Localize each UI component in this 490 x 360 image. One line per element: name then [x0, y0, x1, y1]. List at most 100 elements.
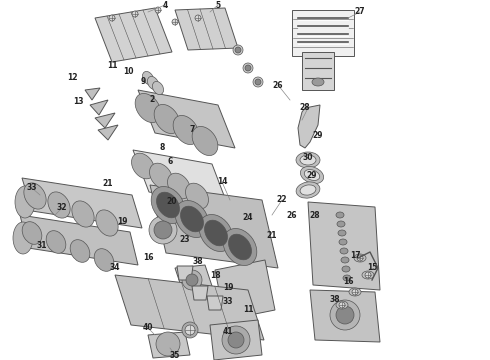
Polygon shape [192, 286, 208, 300]
Text: 16: 16 [143, 253, 153, 262]
Circle shape [149, 216, 177, 244]
Text: 28: 28 [310, 211, 320, 220]
Text: 29: 29 [313, 130, 323, 139]
Ellipse shape [362, 271, 374, 279]
Text: 19: 19 [223, 284, 233, 292]
Circle shape [132, 11, 138, 17]
Ellipse shape [337, 221, 345, 227]
Text: 18: 18 [210, 270, 220, 279]
Ellipse shape [204, 220, 227, 246]
Ellipse shape [342, 266, 350, 272]
Circle shape [365, 272, 371, 278]
Ellipse shape [223, 229, 257, 266]
Circle shape [195, 15, 201, 21]
Bar [302, 52, 334, 90]
Ellipse shape [131, 153, 154, 179]
Polygon shape [150, 185, 278, 268]
Text: 6: 6 [168, 158, 172, 166]
Circle shape [185, 325, 195, 335]
Text: 30: 30 [303, 153, 313, 162]
Text: 27: 27 [355, 8, 366, 17]
Polygon shape [308, 202, 380, 290]
Polygon shape [133, 150, 228, 206]
Circle shape [154, 221, 172, 239]
Ellipse shape [151, 186, 185, 224]
Polygon shape [207, 296, 223, 310]
Ellipse shape [312, 78, 324, 86]
Polygon shape [20, 215, 138, 265]
Ellipse shape [180, 206, 203, 232]
Circle shape [172, 19, 178, 25]
Circle shape [339, 302, 345, 308]
Text: 9: 9 [140, 77, 146, 86]
Polygon shape [210, 320, 262, 360]
Ellipse shape [168, 173, 191, 199]
Text: 40: 40 [143, 324, 153, 333]
Polygon shape [98, 125, 118, 140]
Text: 41: 41 [223, 328, 233, 337]
Text: 20: 20 [167, 198, 177, 207]
Circle shape [109, 15, 115, 21]
Polygon shape [175, 8, 238, 50]
Ellipse shape [349, 288, 361, 296]
Circle shape [336, 306, 354, 324]
Circle shape [352, 289, 358, 295]
Text: 14: 14 [217, 177, 227, 186]
Circle shape [182, 270, 202, 290]
Ellipse shape [24, 183, 46, 209]
Text: 12: 12 [67, 73, 77, 82]
Text: 29: 29 [307, 171, 317, 180]
Text: 2: 2 [149, 95, 155, 104]
Ellipse shape [135, 94, 161, 122]
Text: 33: 33 [27, 184, 37, 193]
Polygon shape [177, 266, 193, 280]
Circle shape [255, 79, 261, 85]
Ellipse shape [22, 222, 42, 244]
Ellipse shape [46, 231, 66, 253]
Ellipse shape [152, 81, 164, 95]
Polygon shape [148, 332, 190, 358]
Circle shape [156, 332, 180, 356]
Text: 13: 13 [73, 98, 83, 107]
Text: 17: 17 [350, 251, 360, 260]
Text: 4: 4 [162, 0, 168, 9]
Polygon shape [95, 113, 115, 128]
Text: 35: 35 [170, 351, 180, 360]
Text: 31: 31 [37, 240, 47, 249]
Circle shape [235, 47, 241, 53]
Ellipse shape [72, 201, 94, 227]
Ellipse shape [296, 152, 320, 168]
Ellipse shape [156, 192, 179, 218]
Polygon shape [175, 265, 215, 298]
Text: 21: 21 [103, 179, 113, 188]
Ellipse shape [340, 248, 348, 254]
Text: 16: 16 [343, 278, 353, 287]
Text: 26: 26 [273, 81, 283, 90]
Polygon shape [90, 100, 108, 115]
Ellipse shape [13, 222, 33, 254]
Circle shape [245, 65, 251, 71]
Circle shape [228, 332, 244, 348]
Ellipse shape [173, 116, 199, 145]
Bar [292, 10, 354, 56]
Polygon shape [95, 8, 172, 62]
Text: 32: 32 [57, 203, 67, 212]
Text: 24: 24 [243, 213, 253, 222]
Ellipse shape [149, 163, 172, 189]
Ellipse shape [354, 254, 366, 262]
Ellipse shape [96, 210, 118, 236]
Text: 23: 23 [180, 235, 190, 244]
Ellipse shape [338, 230, 346, 236]
Ellipse shape [336, 212, 344, 218]
Text: 21: 21 [267, 230, 277, 239]
Ellipse shape [199, 215, 233, 252]
Ellipse shape [228, 234, 251, 260]
Ellipse shape [175, 201, 209, 238]
Ellipse shape [341, 257, 349, 263]
Circle shape [357, 255, 363, 261]
Circle shape [155, 7, 161, 13]
Text: 5: 5 [216, 0, 220, 9]
Circle shape [330, 300, 360, 330]
Text: 26: 26 [287, 211, 297, 220]
Circle shape [243, 63, 253, 73]
